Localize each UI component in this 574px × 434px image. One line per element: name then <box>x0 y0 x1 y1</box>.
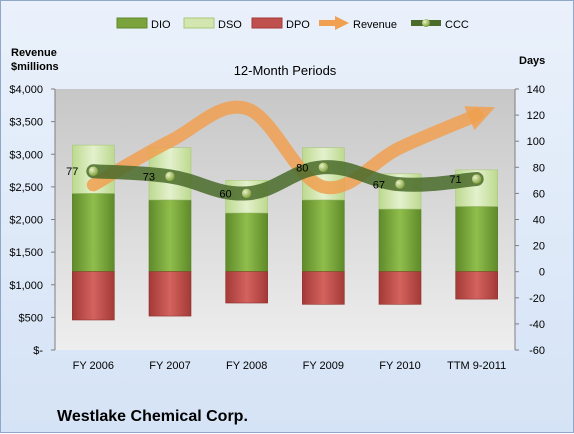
ccc-point-1 <box>164 171 176 182</box>
ccc-data-label-4: 67 <box>373 179 385 191</box>
bar-dio-1 <box>148 199 192 273</box>
revenue-line <box>86 100 496 195</box>
bar-dpo-3 <box>302 271 345 305</box>
category-label-3: FY 2009 <box>303 360 344 372</box>
left-tick-label-6: $3,000 <box>9 149 43 161</box>
legend-item-dpo: DPO <box>251 17 310 31</box>
category-label-2: FY 2008 <box>226 360 267 372</box>
left-tick-label-8: $4,000 <box>9 84 43 96</box>
ccc-data-label-0: 77 <box>66 166 78 178</box>
right-tick-label-4: 20 <box>533 241 545 253</box>
legend-item-ccc: CCC <box>411 19 469 31</box>
ccc-data-label-3: 80 <box>296 162 308 174</box>
category-label-5: TTM 9-2011 <box>447 360 506 372</box>
left-axis-ticks: $- $500 $1,000 $1,500 $2,000 $2,500 $3,000 $3,5… <box>9 84 56 357</box>
bar-dpo-1 <box>148 271 192 317</box>
legend-label-revenue: Revenue <box>353 19 397 31</box>
ccc-data-label-5: 71 <box>449 174 461 186</box>
right-tick-label-3: 0 <box>539 267 545 279</box>
legend-label-dio: DIO <box>151 19 171 31</box>
ccc-data-label-2: 60 <box>219 188 231 200</box>
ccc-layer: 77 73 60 80 67 71 <box>66 160 484 201</box>
left-tick-label-5: $2,500 <box>9 182 43 194</box>
left-tick-label-7: $3,500 <box>9 117 43 129</box>
bar-dio-4 <box>378 208 422 272</box>
left-tick-label-3: $1,500 <box>9 247 43 259</box>
right-tick-label-8: 100 <box>527 136 545 148</box>
ccc-point-4 <box>394 179 406 190</box>
bar-dio-2 <box>225 212 268 273</box>
legend-label-dso: DSO <box>218 19 242 31</box>
legend-item-dio: DIO <box>116 17 171 31</box>
category-label-4: FY 2010 <box>379 360 420 372</box>
left-tick-label-0: $- <box>33 345 43 357</box>
category-label-1: FY 2007 <box>149 360 190 372</box>
ccc-point-0 <box>88 165 99 177</box>
company-name: Westlake Chemical Corp. <box>57 408 248 425</box>
bar-dpo-5 <box>455 271 498 300</box>
left-axis-title-line1: Revenue <box>11 47 57 59</box>
category-label-0: FY 2006 <box>73 360 114 372</box>
ccc-data-label-1: 73 <box>143 171 155 183</box>
right-tick-label-6: 60 <box>533 188 545 200</box>
ccc-point-5 <box>471 173 482 185</box>
left-tick-label-4: $2,000 <box>9 215 43 227</box>
legend-label-ccc: CCC <box>445 19 469 31</box>
right-tick-label-2: -20 <box>529 293 545 305</box>
ccc-point-2 <box>241 188 252 199</box>
bar-dio-5 <box>455 206 498 272</box>
legend: DIO DSO DPO Revenue CCC <box>116 16 469 31</box>
left-tick-label-2: $1,000 <box>9 280 43 292</box>
bar-dpo-4 <box>378 271 422 305</box>
legend-label-dpo: DPO <box>286 19 310 31</box>
bar-dpo-0 <box>72 271 115 321</box>
bar-dpo-2 <box>225 271 268 304</box>
left-axis-title-line2: $millions <box>11 61 59 73</box>
right-tick-label-10: 140 <box>527 84 545 96</box>
chart-title: 12-Month Periods <box>234 63 337 78</box>
ccc-point-3 <box>318 162 329 173</box>
bar-dio-0 <box>72 193 115 272</box>
right-tick-label-7: 80 <box>533 162 545 174</box>
left-tick-label-1: $500 <box>19 312 43 324</box>
right-tick-label-1: -40 <box>529 319 545 331</box>
right-axis-title: Days <box>519 55 545 67</box>
category-labels: FY 2006 FY 2007 FY 2008 FY 2009 FY 2010 TTM 9… <box>73 360 507 372</box>
right-tick-label-5: 40 <box>533 215 545 227</box>
revenue-layer <box>86 100 496 195</box>
right-tick-label-0: -60 <box>529 345 545 357</box>
right-axis-ticks: -60 -40 -20 0 20 40 60 80 100 120 140 <box>514 84 545 357</box>
legend-item-dso: DSO <box>183 17 242 31</box>
legend-item-revenue: Revenue <box>319 16 397 31</box>
right-tick-label-9: 120 <box>527 110 545 122</box>
bar-dio-3 <box>302 199 345 273</box>
